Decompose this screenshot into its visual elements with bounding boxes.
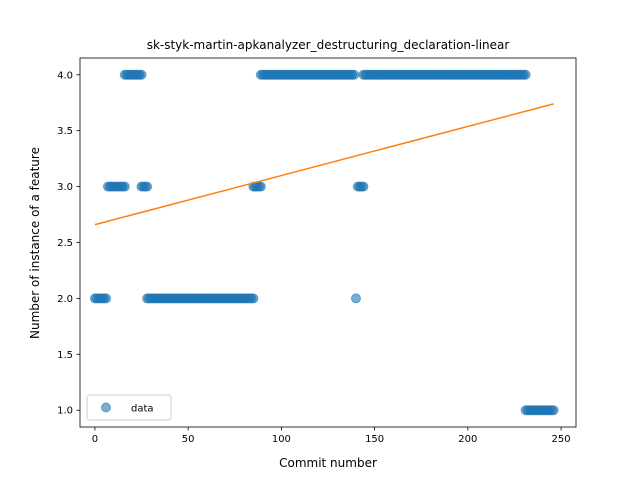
data-point <box>248 293 259 304</box>
data-point <box>255 181 266 192</box>
chart-title: sk-styk-martin-apkanalyzer_destructuring… <box>147 38 510 52</box>
y-axis-label: Number of instance of a feature <box>28 147 42 339</box>
data-point <box>349 69 360 80</box>
data-point <box>136 69 147 80</box>
x-tick-label: 250 <box>552 434 571 445</box>
data-point <box>548 405 559 416</box>
x-tick-label: 50 <box>182 434 195 445</box>
data-point <box>119 181 130 192</box>
data-point <box>520 69 531 80</box>
x-tick-label: 150 <box>365 434 384 445</box>
x-tick-label: 0 <box>92 434 98 445</box>
x-tick-label: 200 <box>458 434 477 445</box>
y-tick-label: 1.0 <box>57 406 73 417</box>
axes: 0 50 100 150 200 250 1.0 1.5 2.0 2.5 3.0 3.5 4.0 <box>57 57 577 445</box>
y-tick-label: 2.0 <box>57 294 73 305</box>
data-point <box>358 181 369 192</box>
trend-line <box>94 103 554 226</box>
plot-area <box>89 69 559 416</box>
x-axis-label: Commit number <box>279 456 377 470</box>
data-point <box>101 293 112 304</box>
y-tick-label: 4.0 <box>57 70 73 81</box>
y-tick-label: 2.5 <box>57 238 73 249</box>
x-tick-label: 100 <box>272 434 291 445</box>
legend: data <box>86 394 172 421</box>
axes-frame <box>79 57 577 428</box>
y-tick-label: 3.0 <box>57 182 73 193</box>
data-point <box>350 293 361 304</box>
data-point <box>142 181 153 192</box>
y-tick-label: 3.5 <box>57 126 73 137</box>
legend-label-data: data <box>131 404 154 415</box>
legend-marker-data <box>101 402 111 413</box>
legend-box <box>86 394 172 421</box>
y-tick-label: 1.5 <box>57 350 73 361</box>
